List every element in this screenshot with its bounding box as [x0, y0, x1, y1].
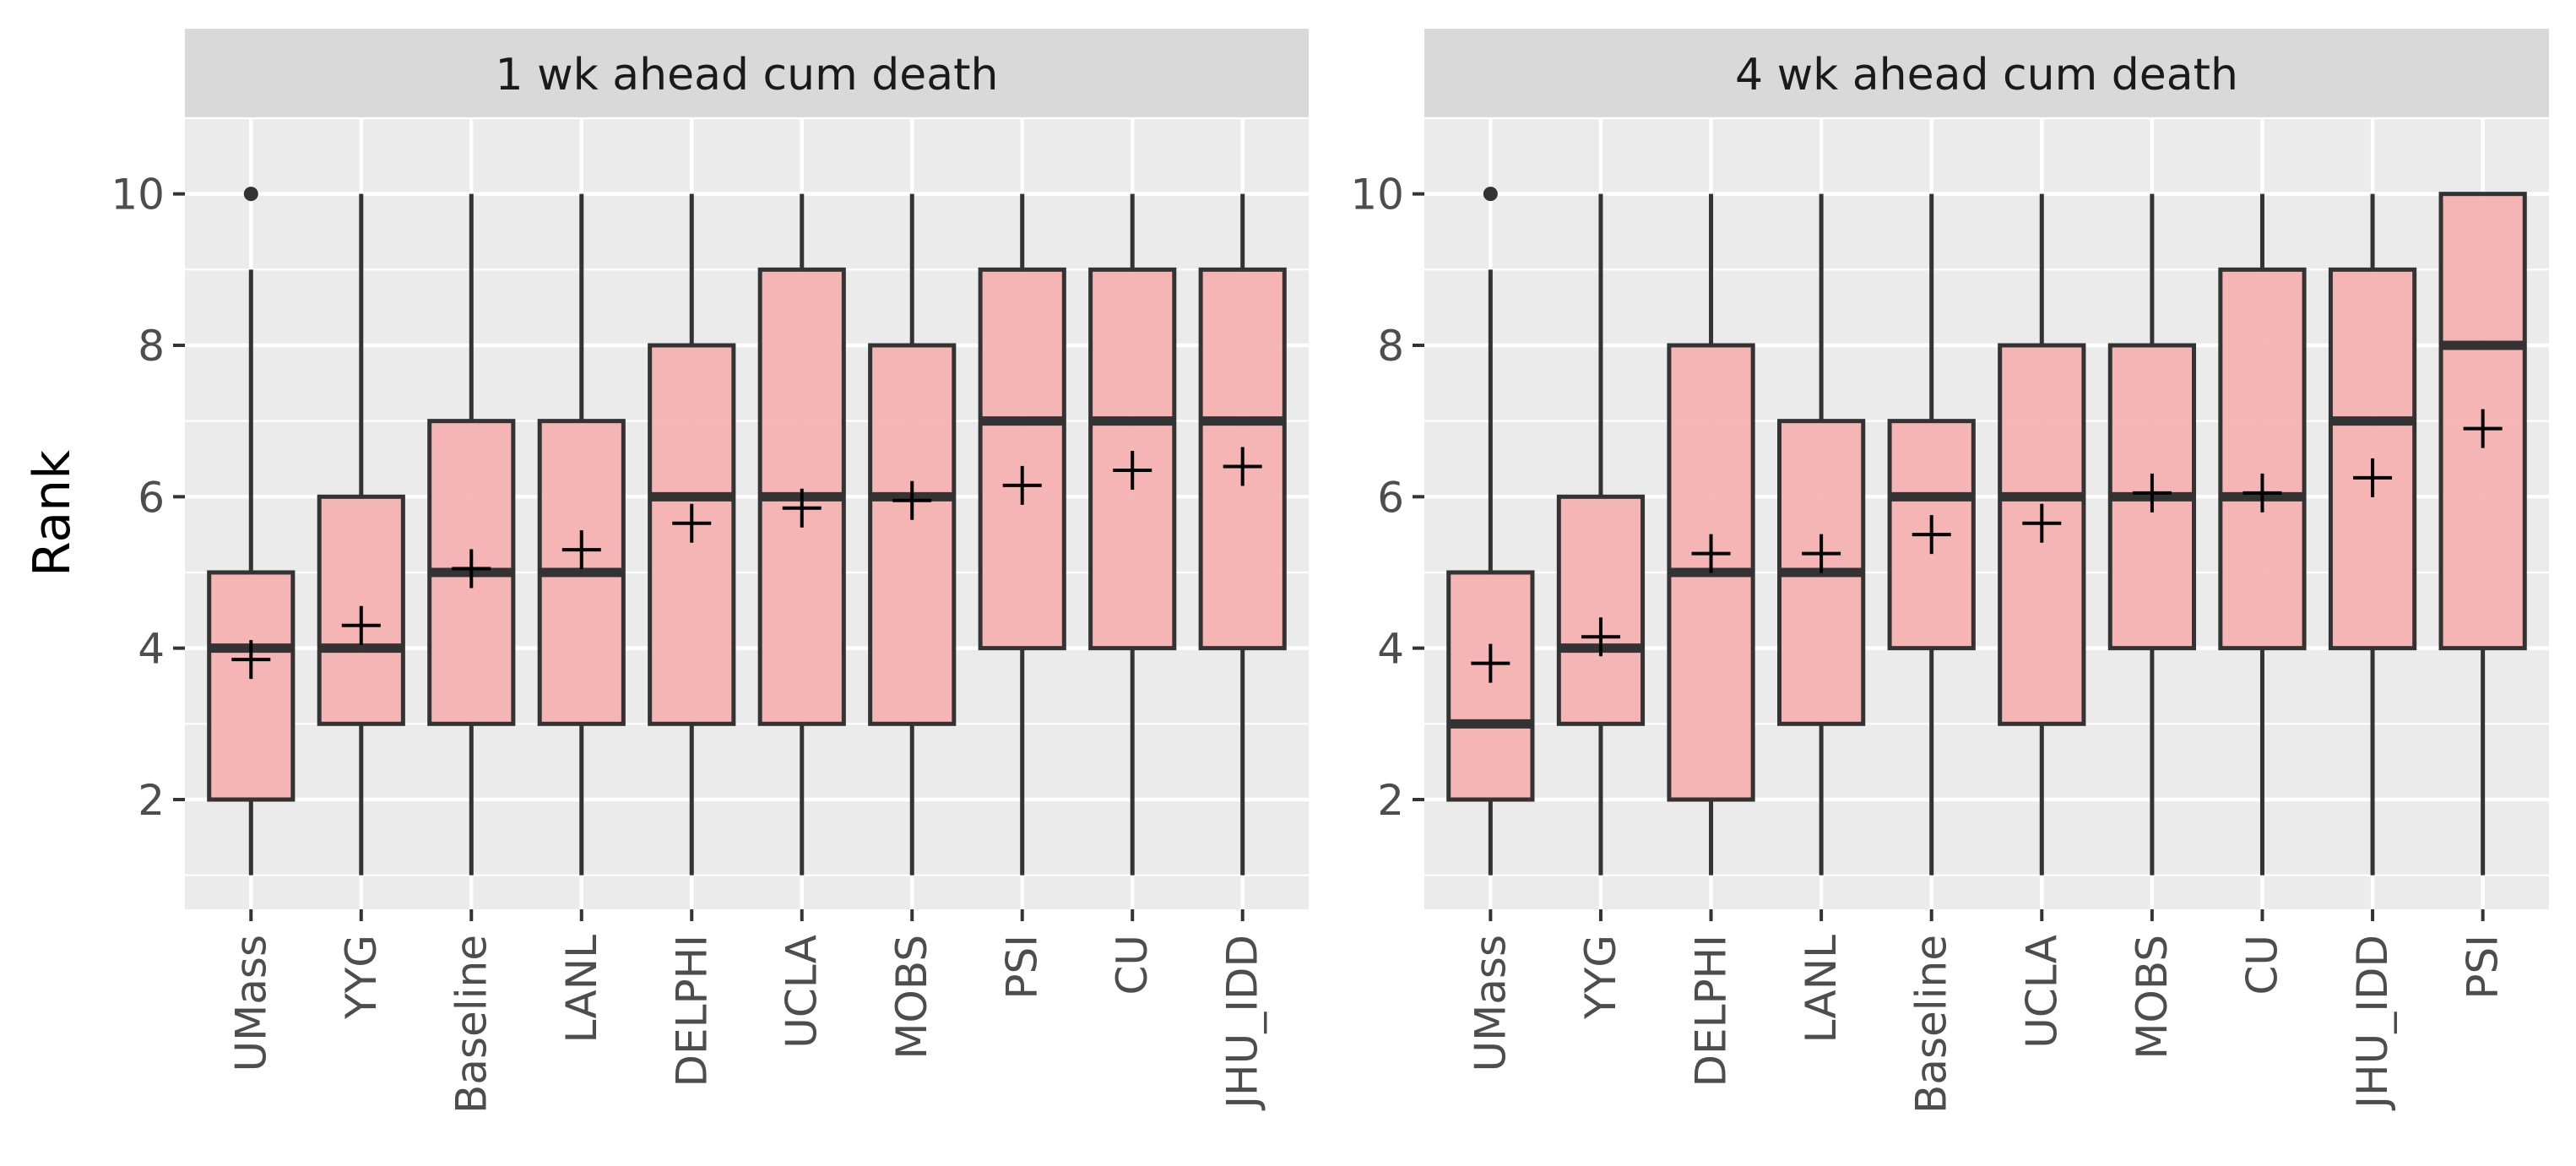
x-tick-label: MOBS	[887, 935, 936, 1060]
box-iqr	[1446, 570, 1535, 802]
box-jhu_idd	[2328, 193, 2417, 876]
box-cu	[2218, 193, 2307, 876]
x-tick-label: CU	[1108, 935, 1157, 995]
y-tick-label: 4	[138, 625, 165, 674]
box-mobs	[868, 193, 957, 876]
box-baseline	[1887, 193, 1976, 876]
x-tick-label: UMass	[1466, 935, 1515, 1071]
y-tick-label: 6	[138, 473, 165, 522]
x-tick-label: Baseline	[1907, 935, 1956, 1114]
x-tick-label: DELPHI	[667, 935, 716, 1087]
x-tick-label: Baseline	[447, 935, 496, 1114]
box-lanl	[1776, 193, 1866, 876]
box-iqr	[978, 267, 1066, 651]
x-tick-label: UCLA	[2017, 935, 2066, 1049]
x-tick-label: LANL	[557, 935, 606, 1044]
box-iqr	[1556, 494, 1646, 726]
y-tick-label: 2	[138, 776, 165, 825]
box-cu	[1088, 193, 1177, 876]
x-tick-label: MOBS	[2128, 935, 2177, 1060]
box-delphi	[1667, 193, 1755, 876]
y-tick-label: 4	[1377, 625, 1404, 674]
y-tick-label: 6	[1377, 473, 1404, 522]
box-iqr	[2218, 267, 2307, 651]
panel-title: 1 wk ahead cum death	[496, 50, 999, 100]
box-mobs	[2107, 193, 2197, 876]
box-jhu_idd	[1198, 193, 1287, 876]
panel-strip	[1424, 29, 2549, 118]
y-tick-label: 10	[1350, 171, 1404, 220]
box-umass	[207, 187, 296, 876]
box-iqr	[207, 570, 296, 802]
outlier-point	[1483, 187, 1498, 202]
box-lanl	[537, 193, 626, 876]
box-iqr	[868, 343, 957, 726]
box-delphi	[648, 193, 736, 876]
x-tick-label: PSI	[998, 935, 1047, 1000]
box-yyg	[1556, 193, 1646, 876]
x-tick-label: DELPHI	[1687, 935, 1736, 1087]
box-ucla	[1998, 193, 2086, 876]
x-tick-label: PSI	[2459, 935, 2508, 1000]
y-tick-label: 8	[138, 322, 165, 371]
x-tick-label: CU	[2237, 935, 2286, 995]
x-tick-label: YYG	[337, 935, 386, 1020]
panel-strip	[185, 29, 1309, 118]
y-tick-label: 8	[1377, 322, 1404, 371]
x-tick-label: JHU_IDD	[2348, 935, 2397, 1111]
box-umass	[1446, 187, 1535, 876]
box-baseline	[427, 193, 516, 876]
box-psi	[978, 193, 1066, 876]
y-tick-label: 10	[111, 171, 165, 220]
x-tick-label: UMass	[226, 935, 275, 1071]
box-ucla	[757, 193, 846, 876]
x-tick-label: LANL	[1797, 935, 1846, 1044]
box-iqr	[2438, 192, 2527, 651]
y-axis-label: Rank	[23, 450, 82, 577]
x-tick-label: YYG	[1576, 935, 1625, 1020]
panel-2: 4 wk ahead cum death 2 4 6 8 10 UMass YYG DELPHI…	[1350, 29, 2549, 1114]
outlier-point	[243, 187, 258, 202]
panel-title: 4 wk ahead cum death	[1735, 50, 2238, 100]
panel-1: 1 wk ahead cum death 2 4 6 8 10 UMass YYG Baseli…	[111, 29, 1309, 1114]
box-psi	[2438, 192, 2527, 876]
x-tick-label: UCLA	[778, 935, 827, 1049]
box-yyg	[317, 193, 405, 876]
x-tick-label: JHU_IDD	[1218, 935, 1267, 1111]
y-tick-label: 2	[1377, 776, 1404, 825]
